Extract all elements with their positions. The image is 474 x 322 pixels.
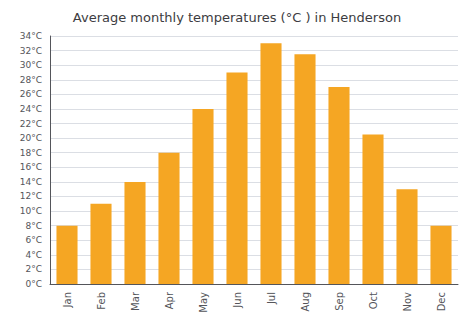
svg-text:2°C: 2°C bbox=[25, 264, 42, 274]
svg-text:Average monthly temperatures (: Average monthly temperatures (°C ) in He… bbox=[73, 10, 401, 25]
svg-text:May: May bbox=[198, 292, 209, 313]
svg-text:28°C: 28°C bbox=[20, 75, 42, 85]
svg-text:10°C: 10°C bbox=[20, 206, 42, 216]
svg-text:18°C: 18°C bbox=[20, 148, 42, 158]
svg-text:8°C: 8°C bbox=[25, 221, 42, 231]
svg-text:Aug: Aug bbox=[300, 292, 311, 312]
svg-text:Apr: Apr bbox=[164, 291, 175, 309]
svg-text:16°C: 16°C bbox=[20, 162, 42, 172]
svg-text:20°C: 20°C bbox=[20, 133, 42, 143]
svg-text:0°C: 0°C bbox=[25, 279, 42, 289]
svg-text:14°C: 14°C bbox=[20, 177, 42, 187]
svg-text:30°C: 30°C bbox=[20, 60, 42, 70]
svg-text:26°C: 26°C bbox=[20, 89, 42, 99]
svg-text:32°C: 32°C bbox=[20, 46, 42, 56]
svg-text:Mar: Mar bbox=[130, 291, 141, 311]
svg-text:Nov: Nov bbox=[402, 292, 413, 312]
svg-text:12°C: 12°C bbox=[20, 191, 42, 201]
svg-text:34°C: 34°C bbox=[20, 31, 42, 41]
svg-text:Feb: Feb bbox=[96, 292, 107, 310]
svg-text:Jun: Jun bbox=[232, 292, 243, 309]
svg-text:Jan: Jan bbox=[62, 292, 73, 308]
svg-text:Oct: Oct bbox=[368, 292, 379, 309]
svg-text:24°C: 24°C bbox=[20, 104, 42, 114]
svg-text:Jul: Jul bbox=[266, 292, 277, 305]
svg-text:6°C: 6°C bbox=[25, 235, 42, 245]
svg-text:22°C: 22°C bbox=[20, 119, 42, 129]
svg-text:Sep: Sep bbox=[334, 292, 345, 311]
svg-text:4°C: 4°C bbox=[25, 250, 42, 260]
svg-text:Dec: Dec bbox=[436, 292, 447, 311]
